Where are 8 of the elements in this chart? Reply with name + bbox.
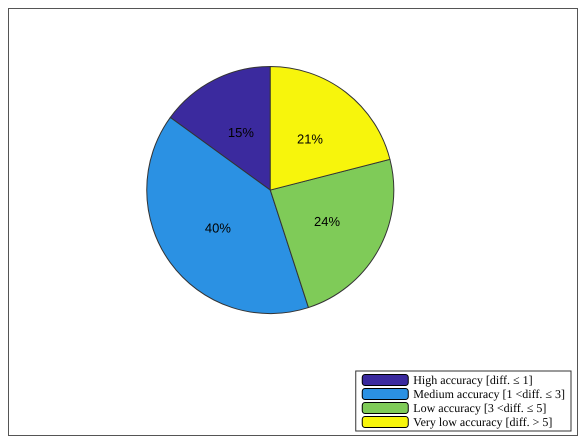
legend-label: Medium accuracy [1 <diff. ≤ 3] xyxy=(413,387,566,401)
legend-label: High accuracy [diff. ≤ 1] xyxy=(413,373,533,387)
data-label: 15% xyxy=(228,124,254,140)
data-label: 21% xyxy=(296,131,324,146)
data-label: 40% xyxy=(204,220,232,236)
legend-label: Low accuracy [3 <diff. ≤ 5] xyxy=(413,401,546,415)
legend-label: Very low accuracy [diff. > 5] xyxy=(413,415,552,429)
data-label: 24% xyxy=(314,214,340,229)
